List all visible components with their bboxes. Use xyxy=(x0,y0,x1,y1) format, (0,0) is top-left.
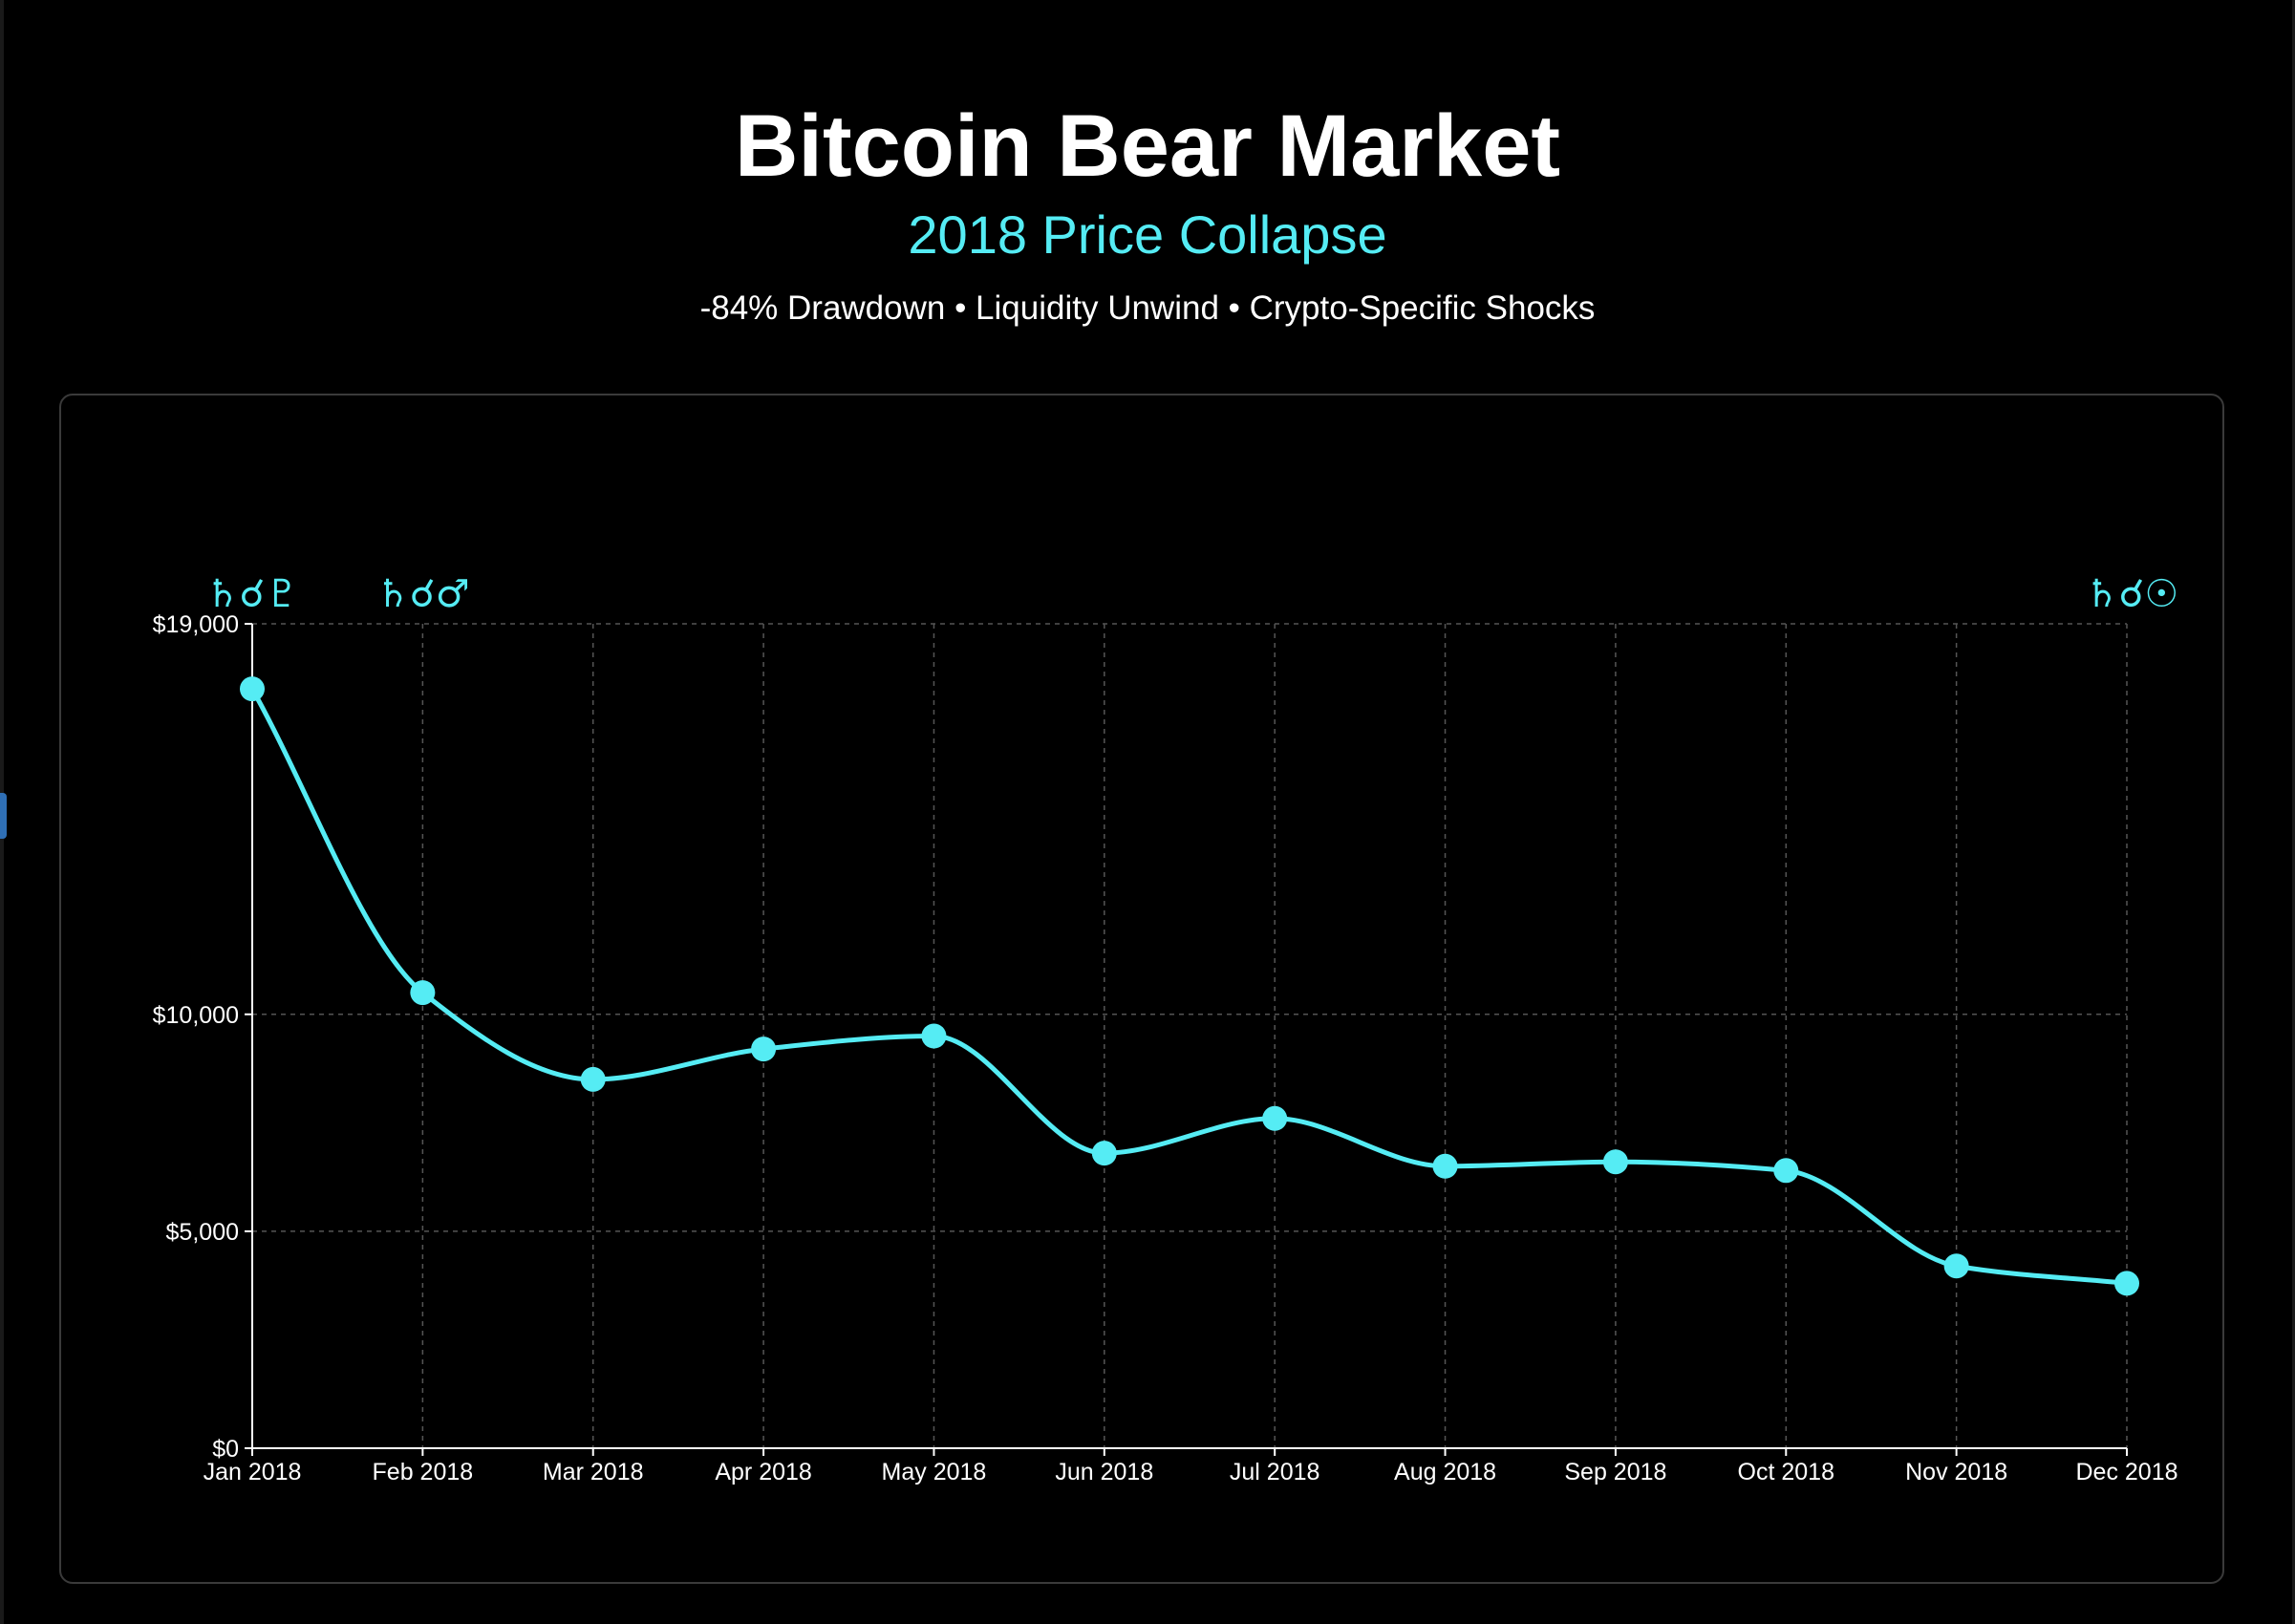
data-point-apr-2018[interactable] xyxy=(751,1036,777,1062)
data-point-jan-2018[interactable] xyxy=(240,676,265,702)
page-edge-right xyxy=(2292,0,2295,1624)
x-tick-label: Dec 2018 xyxy=(2075,1459,2177,1485)
data-point-jun-2018[interactable] xyxy=(1091,1141,1117,1166)
y-tick-label: $10,000 xyxy=(153,1002,239,1029)
data-point-may-2018[interactable] xyxy=(921,1023,947,1049)
data-point-nov-2018[interactable] xyxy=(1943,1253,1969,1279)
x-tick-label: Nov 2018 xyxy=(1905,1459,2007,1485)
x-tick-label: Oct 2018 xyxy=(1738,1459,1834,1485)
edge-tab-handle[interactable] xyxy=(0,793,7,839)
x-tick-label: Feb 2018 xyxy=(373,1459,474,1485)
data-point-sep-2018[interactable] xyxy=(1602,1149,1628,1175)
annotation-glyph-label: ♄☌♇ xyxy=(205,572,300,616)
annotation-glyph-label: ♄☌☉ xyxy=(2085,572,2179,616)
annotation-glyph-label: ♄☌♂ xyxy=(375,572,470,616)
y-tick-label: $0 xyxy=(212,1436,239,1463)
x-tick-label: Jul 2018 xyxy=(1230,1459,1320,1485)
page-title: Bitcoin Bear Market xyxy=(734,97,1561,195)
price-series-line xyxy=(249,686,2130,1286)
x-tick-label: Jan 2018 xyxy=(204,1459,302,1485)
x-tick-label: Sep 2018 xyxy=(1564,1459,1666,1485)
page-subtitle: 2018 Price Collapse xyxy=(908,204,1387,265)
x-tick-label: Apr 2018 xyxy=(715,1459,811,1485)
x-tick-label: Mar 2018 xyxy=(543,1459,644,1485)
x-tick-label: Jun 2018 xyxy=(1055,1459,1153,1485)
data-point-mar-2018[interactable] xyxy=(580,1066,606,1092)
data-point-feb-2018[interactable] xyxy=(410,980,436,1006)
x-tick-label: May 2018 xyxy=(882,1459,987,1485)
x-tick-label: Aug 2018 xyxy=(1394,1459,1496,1485)
y-tick-label: $5,000 xyxy=(166,1219,239,1246)
y-tick-label: $19,000 xyxy=(153,611,239,638)
data-point-dec-2018[interactable] xyxy=(2114,1271,2139,1296)
data-point-oct-2018[interactable] xyxy=(1773,1158,1799,1184)
data-point-aug-2018[interactable] xyxy=(1432,1153,1458,1179)
page-tagline: -84% Drawdown • Liquidity Unwind • Crypt… xyxy=(699,289,1596,327)
data-point-jul-2018[interactable] xyxy=(1262,1105,1288,1131)
